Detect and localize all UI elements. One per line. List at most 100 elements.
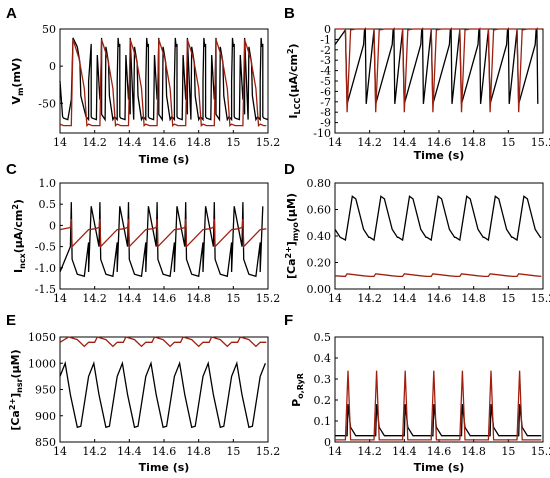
panel-a-xlabel: Time (s) xyxy=(139,153,190,166)
panel-e-xlabel: Time (s) xyxy=(139,461,190,474)
panel-e-ytick-label: 900 xyxy=(35,410,56,423)
panel-c-xtick-label: 15 xyxy=(226,292,240,305)
panel-f-ytick-label: 0.1 xyxy=(314,415,332,428)
panel-b-ytick-label: -1 xyxy=(320,33,331,46)
panel-c-series-red xyxy=(59,218,267,249)
panel-f-ytick-label: 0.2 xyxy=(314,394,332,407)
panel-f-ytick-label: 0.3 xyxy=(314,373,332,386)
panel-f-xtick-label: 14.2 xyxy=(357,445,382,458)
panel-b-ytick-label: -9 xyxy=(320,117,331,130)
panel-f-xtick-label: 14.6 xyxy=(427,445,452,458)
panel-f-series-red xyxy=(335,370,542,441)
panel-f-xlabel: Time (s) xyxy=(414,461,465,474)
panel-b-xtick-label: 15 xyxy=(501,136,515,149)
panel-a-xtick-label: 14.4 xyxy=(117,136,142,149)
panel-a: Vm(mV) 14 14.2 14.4 14.6 14.8 15 15.2 50 0 -50 xyxy=(10,23,280,149)
panel-d-xtick-label: 14.4 xyxy=(392,292,417,305)
panel-a-xtick-label: 14.6 xyxy=(152,136,177,149)
panel-a-series-red xyxy=(59,39,267,127)
panel-d-xtick-label: 14.8 xyxy=(461,292,486,305)
panel-e-ytick-label: 1050 xyxy=(28,331,56,344)
panel-f: Po,RyR Time (s) 14 14.2 14.4 14.6 14.8 15 15.2… xyxy=(290,331,550,474)
panel-f-xtick-label: 15 xyxy=(501,445,515,458)
panel-b-ytick-label: -3 xyxy=(320,54,331,67)
panel-b-ylabel: ILCC(μA/cm2) xyxy=(286,43,302,118)
panel-b-xtick-label: 14.2 xyxy=(357,136,382,149)
panel-a-xtick-label: 15 xyxy=(226,136,240,149)
panel-letter-a: A xyxy=(6,5,17,22)
panel-a-series-black xyxy=(59,37,269,122)
panel-c-ytick-label: 0.5 xyxy=(39,198,57,211)
panel-e-xtick-label: 14.8 xyxy=(186,445,211,458)
panel-d-ytick-label: 0.20 xyxy=(307,257,332,270)
panel-e-ytick-label: 1000 xyxy=(28,357,56,370)
panel-e-xtick-label: 14.4 xyxy=(117,445,142,458)
panel-d-ytick-label: 0.00 xyxy=(307,283,332,296)
panel-d-ytick-label: 0.80 xyxy=(307,177,332,190)
panel-b-ytick-label: -10 xyxy=(313,127,331,140)
panel-d-xtick-label: 15 xyxy=(501,292,515,305)
panel-a-xtick-label: 14 xyxy=(53,136,67,149)
panel-d-xtick-label: 15.2 xyxy=(531,292,550,305)
panel-f-ytick-label: 0 xyxy=(324,436,331,449)
panel-c-xtick-label: 14 xyxy=(53,292,67,305)
panel-d-ylabel: [Ca2+]myo(μM) xyxy=(284,193,300,279)
panel-f-ytick-label: 0.4 xyxy=(314,352,332,365)
panel-b-ytick-label: 0 xyxy=(324,23,331,36)
panel-e-xtick-label: 15.2 xyxy=(256,445,281,458)
panel-b-xtick-label: 14.4 xyxy=(392,136,417,149)
panel-e-xtick-label: 14.6 xyxy=(152,445,177,458)
panel-c-xtick-label: 14.8 xyxy=(186,292,211,305)
panel-a-ylabel: Vm(mV) xyxy=(10,58,25,105)
panel-c-xtick-label: 14.2 xyxy=(82,292,107,305)
panel-letter-b: B xyxy=(284,5,295,22)
panel-c-ytick-label: -0.5 xyxy=(35,241,56,254)
panel-c-ylabel: Incx(μA/cm2) xyxy=(11,199,27,273)
panel-b-ytick-label: -5 xyxy=(320,75,331,88)
panel-letter-e: E xyxy=(6,312,16,329)
panel-c-ytick-label: -1.5 xyxy=(35,283,56,296)
panel-b-xtick-label: 14.6 xyxy=(427,136,452,149)
panel-f-xtick-label: 14.4 xyxy=(392,445,417,458)
panel-d-ytick-label: 0.40 xyxy=(307,230,332,243)
panel-letter-d: D xyxy=(284,161,295,178)
panel-d: [Ca2+]myo(μM) 14 14.2 14.4 14.6 14.8 15 15.2 0.… xyxy=(284,177,550,305)
panel-b-xtick-label: 15.2 xyxy=(531,136,550,149)
panel-f-ylabel: Po,RyR xyxy=(290,373,305,407)
panel-d-xtick-label: 14.6 xyxy=(427,292,452,305)
panel-f-frame xyxy=(334,336,544,443)
panel-e-series-red xyxy=(59,336,267,348)
panel-c: Incx(μA/cm2) 14 14.2 14.4 14.6 14.8 15 15.2 1.0… xyxy=(11,177,280,305)
panel-b-series-red xyxy=(335,28,542,113)
panel-e-ytick-label: 950 xyxy=(35,384,56,397)
panel-b-ytick-label: -7 xyxy=(320,96,331,109)
panel-b: ILCC(μA/cm2) Time (s) 14 14.2 14.4 14.6 14.8… xyxy=(286,23,550,162)
panel-d-xtick-label: 14 xyxy=(328,292,342,305)
panel-c-xtick-label: 15.2 xyxy=(256,292,281,305)
panel-f-series-black xyxy=(335,404,542,437)
panel-a-xtick-label: 15.2 xyxy=(256,136,281,149)
panel-a-ytick-label: -50 xyxy=(38,97,56,110)
panel-f-xtick-label: 15.2 xyxy=(531,445,550,458)
panel-d-ytick-label: 0.60 xyxy=(307,204,332,217)
panel-d-series-black xyxy=(334,195,542,242)
panel-letter-f: F xyxy=(284,312,293,329)
panel-letter-c: C xyxy=(6,161,17,178)
panel-e-ytick-label: 850 xyxy=(35,436,56,449)
panel-e-series-black xyxy=(59,360,267,429)
panel-a-ytick-label: 50 xyxy=(42,23,56,36)
panel-c-ytick-label: 1.0 xyxy=(39,177,57,190)
panel-c-xtick-label: 14.4 xyxy=(117,292,142,305)
panel-f-xtick-label: 14 xyxy=(328,445,342,458)
panel-e-ylabel: [Ca2+]nsr(μM) xyxy=(8,349,24,430)
panel-d-frame xyxy=(334,182,544,290)
panel-c-series-black xyxy=(59,202,264,278)
panel-e-xtick-label: 14 xyxy=(53,445,67,458)
panel-b-xtick-label: 14.8 xyxy=(461,136,486,149)
panel-b-ytick-label: -8 xyxy=(320,106,331,119)
panel-e-frame xyxy=(59,336,269,443)
panel-b-xtick-label: 14 xyxy=(328,136,342,149)
panel-d-xtick-label: 14.2 xyxy=(357,292,382,305)
panel-c-ytick-label: 0 xyxy=(49,219,56,232)
